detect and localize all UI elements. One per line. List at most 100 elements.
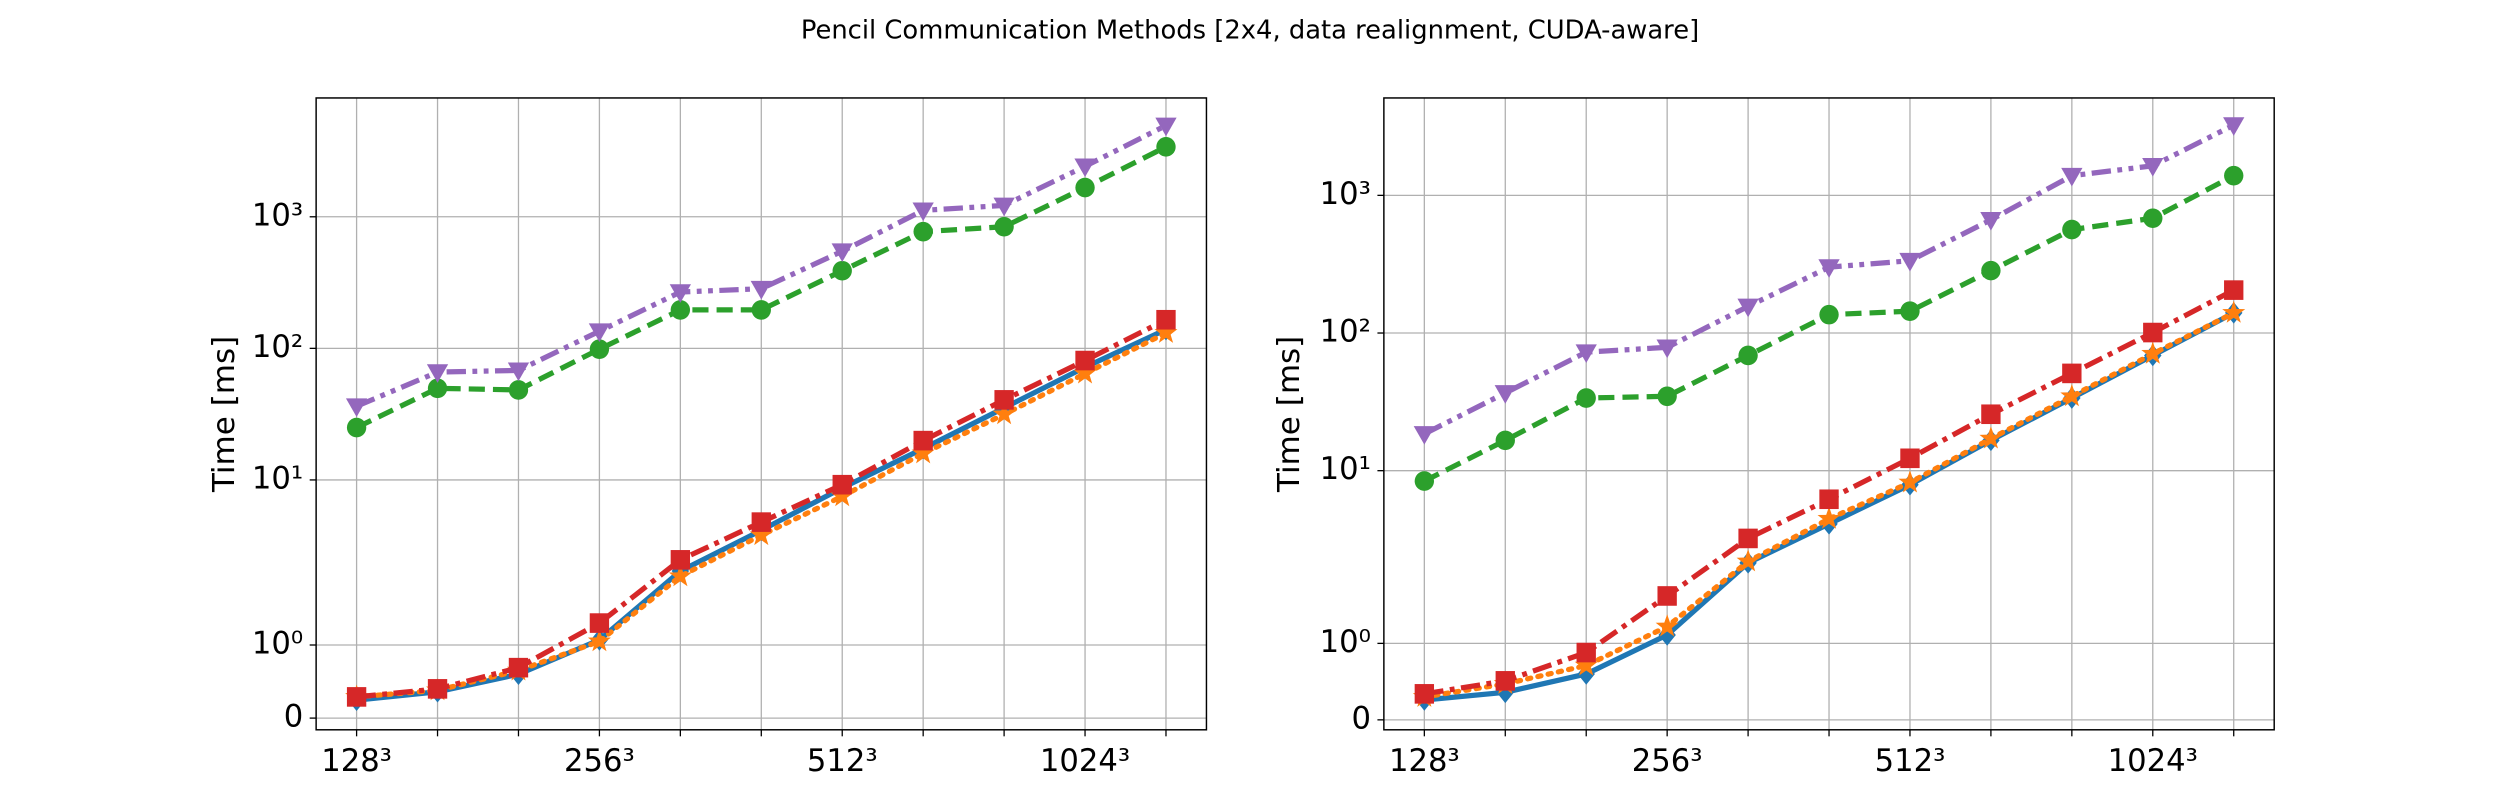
data-point bbox=[1155, 117, 1177, 137]
data-point bbox=[1156, 309, 1176, 330]
data-point bbox=[1576, 642, 1596, 663]
data-point bbox=[1075, 350, 1095, 371]
data-point bbox=[2062, 219, 2082, 240]
data-point bbox=[1981, 404, 2001, 425]
data-point bbox=[589, 339, 610, 359]
data-point bbox=[2142, 157, 2164, 177]
data-point bbox=[1413, 426, 1435, 445]
data-point bbox=[1495, 671, 1515, 691]
data-point bbox=[1154, 320, 1178, 343]
data-point bbox=[1495, 430, 1515, 451]
y-tick-label: 10¹ bbox=[252, 460, 303, 496]
axes-frame bbox=[315, 97, 1208, 731]
data-point bbox=[1738, 528, 1758, 549]
y-tick-label: 10⁰ bbox=[252, 625, 303, 661]
data-point bbox=[913, 221, 933, 242]
data-point bbox=[588, 323, 611, 342]
y-tick-label: 10² bbox=[252, 329, 303, 365]
data-point bbox=[1819, 304, 1839, 325]
data-point bbox=[1574, 653, 1598, 676]
y-tick-label: 0 bbox=[284, 698, 304, 734]
data-point bbox=[832, 474, 852, 495]
x-tick-label: 1024³ bbox=[2108, 743, 2198, 779]
data-point bbox=[2061, 167, 2083, 187]
y-axis-label: Time [ms] bbox=[206, 336, 242, 493]
data-point bbox=[1737, 298, 1759, 318]
x-tick-label: 1024³ bbox=[1040, 743, 1130, 779]
y-axis-label: Time [ms] bbox=[1271, 336, 1307, 493]
data-point bbox=[1494, 385, 1516, 404]
axes: 128³ 256³ 512³ 1024³ 0 10⁰ 10¹ 10² 10³ Time [ms] bbox=[1271, 97, 2275, 779]
data-point bbox=[2222, 300, 2246, 323]
data-point bbox=[589, 613, 610, 633]
data-point bbox=[346, 417, 367, 438]
data-point bbox=[1900, 301, 1920, 322]
y-tick-label: 10¹ bbox=[1320, 451, 1371, 487]
data-point bbox=[1075, 177, 1095, 198]
data-point bbox=[1979, 426, 2003, 449]
data-point bbox=[2141, 341, 2165, 364]
data-point bbox=[831, 243, 853, 263]
data-point bbox=[1738, 345, 1758, 366]
data-point bbox=[2224, 165, 2244, 186]
data-point bbox=[1073, 361, 1097, 384]
data-point bbox=[427, 378, 448, 399]
data-point bbox=[426, 364, 449, 383]
data-point bbox=[749, 522, 773, 546]
y-tick-label: 0 bbox=[1351, 700, 1371, 736]
data-point bbox=[912, 202, 934, 222]
axes: 128³ 256³ 512³ 1024³ 0 10⁰ 10¹ 10² 10³ Time [ms] bbox=[206, 97, 1208, 779]
data-point bbox=[1656, 339, 1678, 359]
data-point bbox=[508, 380, 529, 400]
series-layer bbox=[345, 117, 1178, 711]
series-layer bbox=[1412, 117, 2246, 711]
data-point bbox=[832, 260, 852, 281]
data-point bbox=[992, 402, 1016, 425]
data-point bbox=[994, 390, 1014, 410]
data-point bbox=[1074, 158, 1096, 178]
data-point bbox=[670, 550, 691, 570]
data-point bbox=[2062, 363, 2082, 384]
y-tick-label: 10³ bbox=[252, 197, 303, 233]
data-point bbox=[1576, 388, 1596, 408]
data-point bbox=[507, 362, 530, 382]
data-point bbox=[1736, 549, 1760, 572]
data-point bbox=[668, 564, 692, 587]
data-point bbox=[1575, 344, 1597, 363]
data-point bbox=[1655, 614, 1679, 637]
x-tick-label: 512³ bbox=[1875, 743, 1946, 779]
x-tick-label: 128³ bbox=[321, 743, 392, 779]
data-point bbox=[2143, 208, 2163, 229]
data-point bbox=[1899, 252, 1921, 272]
figure-title: Pencil Communication Methods [2x4, data … bbox=[801, 15, 1699, 45]
y-tick-label: 10³ bbox=[1320, 176, 1371, 212]
data-point bbox=[1817, 506, 1841, 529]
data-point bbox=[913, 430, 933, 451]
data-point bbox=[2224, 280, 2244, 300]
data-point bbox=[1980, 212, 2002, 231]
data-point bbox=[1657, 386, 1677, 407]
x-tick-label: 256³ bbox=[564, 743, 635, 779]
data-point bbox=[1818, 259, 1840, 278]
y-tick-label: 10⁰ bbox=[1320, 624, 1371, 660]
axes-frame bbox=[1383, 97, 2275, 731]
data-point bbox=[2060, 384, 2084, 407]
data-point bbox=[750, 280, 772, 300]
data-point bbox=[669, 284, 691, 303]
data-point bbox=[1156, 137, 1176, 157]
data-point bbox=[346, 687, 367, 707]
data-point bbox=[1657, 586, 1677, 606]
data-point bbox=[993, 197, 1015, 217]
data-point bbox=[911, 441, 935, 464]
x-tick-label: 128³ bbox=[1389, 743, 1460, 779]
data-point bbox=[994, 216, 1014, 237]
data-point bbox=[345, 398, 368, 418]
data-point bbox=[2223, 117, 2245, 136]
data-point bbox=[1900, 448, 1920, 469]
x-tick-label: 512³ bbox=[807, 743, 878, 779]
data-point bbox=[1414, 684, 1435, 704]
y-tick-label: 10² bbox=[1320, 313, 1371, 349]
data-point bbox=[1981, 260, 2001, 281]
